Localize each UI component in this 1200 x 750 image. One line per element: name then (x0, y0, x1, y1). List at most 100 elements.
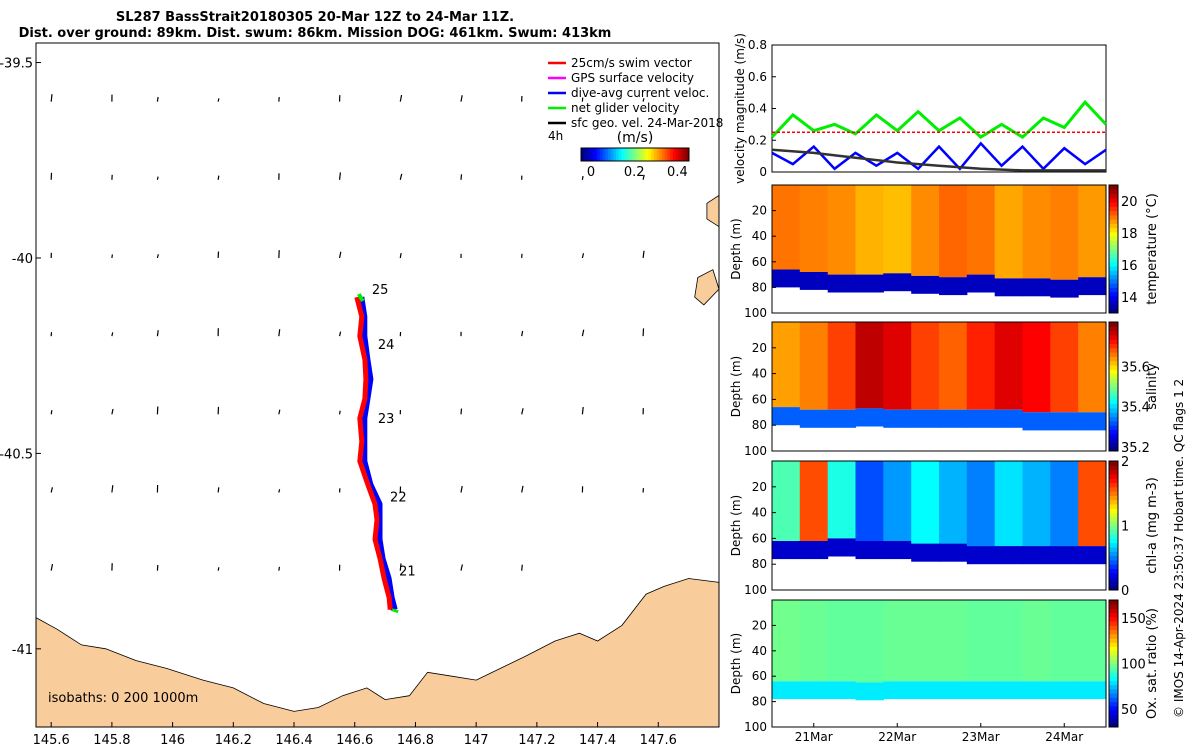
colorbar-tick-label: 0 (1121, 584, 1129, 599)
y-tick-label: 60 (752, 255, 767, 269)
current-vector (50, 563, 54, 571)
colorbar-cell (1109, 714, 1118, 719)
section-bottom-layer (855, 682, 884, 701)
section-frame (771, 184, 1107, 314)
section-bottom-layer (772, 681, 801, 700)
section-column (855, 185, 884, 275)
colorbar-cell (1109, 659, 1118, 664)
section-bottom-layer (994, 681, 1024, 700)
section-bottom-layer (1022, 681, 1051, 700)
dive-avg-current-track (357, 296, 398, 611)
section-bottom-layer (855, 408, 884, 427)
colorbar-frame (1108, 321, 1119, 452)
current-vector (217, 487, 220, 493)
colorbar-cell (1109, 403, 1118, 409)
colorbar-cell (1109, 287, 1118, 293)
colorbar-cell (632, 148, 636, 161)
colorbar-cell (1109, 697, 1118, 703)
current-vector (50, 410, 53, 415)
section-bottom-layer (966, 409, 996, 428)
colorbar-cell (1109, 304, 1118, 310)
colorbar-cell (1109, 608, 1118, 614)
colorbar-cell (583, 148, 587, 161)
colorbar-cell (1109, 438, 1118, 443)
colorbar-cell (1109, 369, 1118, 375)
colorbar-tick-label: 150 (1121, 612, 1146, 627)
colorbar-cell (1109, 429, 1118, 435)
colorbar-cell (1109, 433, 1118, 439)
colorbar-label: Ox. sat. ratio (%) (1145, 608, 1160, 719)
section-bottom-layer (1050, 681, 1079, 700)
section-bottom-layer (939, 681, 968, 700)
y-tick-label: 80 (752, 418, 767, 432)
section-bottom-layer (1022, 546, 1051, 565)
colorbar-cell (1109, 390, 1118, 396)
colorbar-tick-label: 0 (587, 165, 595, 180)
section-column (1022, 600, 1051, 682)
section-column (799, 322, 829, 410)
section-bottom-layer (772, 541, 801, 560)
section-column (911, 185, 940, 276)
colorbar-cell (680, 148, 685, 161)
colorbar-cell (1109, 491, 1118, 496)
section-column (799, 461, 829, 541)
colorbar-tick-label: 2 (1121, 455, 1129, 470)
colorbar-cell (1109, 512, 1118, 518)
colorbar-cell (1109, 600, 1118, 605)
chart-title-line-2: Dist. over ground: 89km. Dist. swum: 86k… (18, 26, 612, 41)
x-tick-label: 22Mar (878, 730, 916, 744)
section-bottom-layer (799, 681, 829, 700)
section-column (799, 185, 829, 272)
colorbar-cell (1109, 525, 1118, 531)
chart-title-line-1: SL287 BassStrait20180305 20-Mar 12Z to 2… (115, 10, 515, 25)
colorbar-cell (1109, 693, 1118, 698)
section-column (772, 600, 801, 682)
velocity-series-line (771, 148, 1106, 172)
current-vector (217, 567, 220, 571)
current-vector (278, 329, 281, 337)
colorbar-cell (1109, 495, 1118, 501)
current-vector (581, 175, 584, 180)
colorbar-cell (581, 148, 585, 161)
current-vector (111, 485, 114, 493)
current-vector (156, 96, 159, 102)
colorbar-cell (1109, 718, 1118, 724)
colorbar-cell (643, 148, 647, 161)
x-tick-label: 146.2 (215, 733, 252, 748)
colorbar-cell (1109, 266, 1118, 271)
colorbar-tick-label: 35.2 (1121, 441, 1150, 456)
y-tick-label: 60 (752, 392, 767, 406)
colorbar-cell (1109, 219, 1118, 224)
y-tick-label: 20 (752, 341, 767, 355)
section-column (994, 461, 1024, 547)
section-frame (771, 321, 1107, 452)
colorbar-cell (1109, 278, 1118, 284)
colorbar-cell (1109, 270, 1118, 276)
section-column (855, 322, 884, 409)
day-label: 22 (390, 490, 407, 505)
colorbar-cell (594, 148, 598, 161)
colorbar-cell (626, 148, 631, 161)
colorbar-cell (1109, 382, 1118, 387)
colorbar-cell (1109, 722, 1118, 728)
y-axis-label: Depth (m) (729, 218, 743, 279)
y-tick-label: 0.4 (748, 102, 767, 116)
section-column (1078, 600, 1107, 682)
section-bottom-layer (966, 681, 996, 700)
current-vector (399, 94, 403, 102)
colorbar-cell (1109, 322, 1118, 327)
current-vector (460, 95, 463, 102)
net-velocity-start (357, 293, 365, 303)
colorbar-cell (591, 148, 595, 161)
colorbar-cell (645, 148, 649, 161)
section-column (911, 322, 940, 410)
colorbar-cell (1109, 386, 1118, 392)
colorbar-cell (1109, 330, 1118, 336)
colorbar-cell (667, 148, 671, 161)
current-vector (156, 176, 159, 180)
section-column (1050, 185, 1079, 280)
colorbar-cell (1109, 629, 1118, 635)
x-tick-label: 24Mar (1045, 730, 1083, 744)
current-vector (460, 408, 463, 415)
current-vector (111, 408, 114, 415)
